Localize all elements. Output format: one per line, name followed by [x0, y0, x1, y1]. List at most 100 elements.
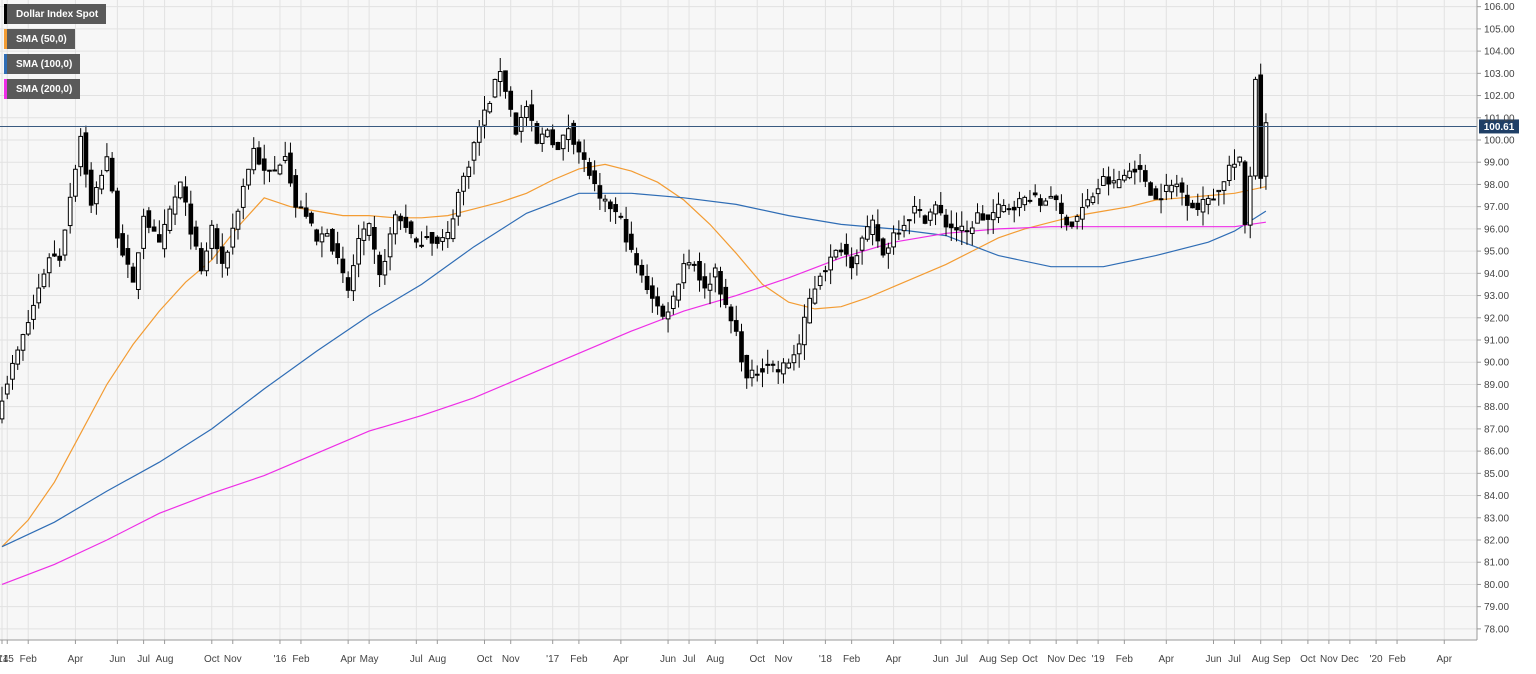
candle-body: [497, 71, 503, 83]
candle-body: [1132, 168, 1138, 173]
candle-body: [555, 141, 561, 151]
x-tick-label: Nov: [224, 654, 242, 665]
candle-body: [104, 156, 110, 172]
candle-body: [623, 218, 629, 243]
candle-body: [812, 288, 818, 304]
candle-body: [744, 354, 750, 379]
x-tick-label: May: [360, 654, 379, 665]
y-tick-label: 105.00: [1484, 24, 1515, 35]
candle-body: [1226, 164, 1232, 182]
candle-body: [214, 228, 220, 250]
candle-body: [906, 219, 912, 222]
x-tick-label: Jul: [955, 654, 968, 665]
sma-line: [1, 192, 1267, 548]
candle-body: [204, 250, 209, 272]
candle-body: [927, 211, 933, 221]
legend-item-dollar-index[interactable]: Dollar Index Spot: [4, 4, 107, 24]
candle-body: [891, 232, 896, 248]
candle-body: [261, 158, 267, 171]
x-tick-label: Sep: [1273, 654, 1291, 665]
candle-body: [597, 185, 603, 199]
x-tick-label: Nov: [1047, 654, 1065, 665]
x-tick-label: Apr: [886, 654, 902, 665]
x-tick-label: Jun: [660, 654, 676, 665]
candle-body: [1195, 202, 1201, 210]
y-tick-label: 88.00: [1484, 402, 1509, 413]
candle-body: [896, 232, 902, 235]
x-tick-label: Oct: [204, 654, 220, 665]
x-tick-label: Apr: [613, 654, 629, 665]
legend-item-sma-200[interactable]: SMA (200,0): [4, 79, 81, 99]
candle-body: [529, 104, 535, 121]
candle-body: [1148, 182, 1153, 196]
x-tick-label: Aug: [979, 654, 997, 665]
candle-body: [130, 266, 136, 283]
sma-line: [1, 221, 1266, 585]
candle-body: [403, 216, 409, 228]
candle-body: [471, 142, 477, 161]
candle-body: [707, 283, 713, 291]
candle-body: [1221, 181, 1227, 191]
candle-body: [775, 369, 781, 373]
candle-body: [141, 215, 146, 249]
x-tick-label: Oct: [749, 654, 765, 665]
candle-body: [246, 168, 251, 186]
x-tick-label: '17: [546, 654, 559, 665]
candle-body: [996, 203, 1001, 218]
y-tick-label: 80.00: [1484, 580, 1509, 591]
y-tick-label: 97.00: [1484, 202, 1509, 213]
candle-body: [167, 208, 173, 231]
candle-body: [786, 362, 792, 369]
candle-body: [539, 133, 545, 144]
candle-body: [398, 215, 403, 222]
legend-swatch: [4, 4, 7, 24]
candle-body: [560, 134, 566, 150]
candle-body: [550, 129, 556, 146]
y-tick-label: 83.00: [1484, 513, 1509, 524]
candle-body: [219, 246, 225, 264]
candle-body: [193, 226, 199, 247]
candle-body: [681, 263, 687, 284]
x-tick-label: '18: [819, 654, 832, 665]
candle-body: [1048, 195, 1054, 199]
candle-body: [629, 233, 634, 250]
candle-body: [36, 287, 42, 304]
candle-body: [492, 78, 498, 98]
candle-body: [1169, 184, 1174, 193]
candle-body: [319, 233, 325, 243]
candle-body: [115, 190, 120, 239]
candle-body: [225, 251, 230, 269]
candle-body: [198, 248, 204, 272]
candle-body: [524, 106, 529, 119]
candle-body: [718, 271, 723, 295]
candle-body: [980, 213, 986, 221]
x-tick-label: Oct: [1022, 654, 1038, 665]
candle-body: [702, 276, 708, 289]
candle-body: [487, 102, 493, 113]
candle-body: [566, 128, 571, 141]
candle-body: [340, 258, 346, 274]
candle-body: [83, 132, 89, 175]
candle-body: [712, 267, 718, 278]
legend-item-sma-100[interactable]: SMA (100,0): [4, 54, 81, 74]
x-tick-label: '16: [273, 654, 286, 665]
candle-body: [1080, 206, 1085, 220]
y-tick-label: 102.00: [1484, 91, 1515, 102]
candle-body: [781, 362, 786, 375]
x-tick-label: Nov: [1320, 654, 1338, 665]
x-tick-label: Jul: [683, 654, 696, 665]
candle-body: [733, 320, 739, 332]
candle-body: [1200, 198, 1206, 213]
x-tick-label: Nov: [775, 654, 793, 665]
y-tick-label: 79.00: [1484, 602, 1509, 613]
candle-body: [1137, 165, 1143, 170]
legend-item-sma-50[interactable]: SMA (50,0): [4, 29, 75, 49]
candle-body: [917, 209, 923, 212]
candle-body: [1174, 183, 1180, 188]
candle-body: [644, 275, 650, 291]
candle-body: [859, 237, 865, 251]
candle-body: [503, 70, 508, 92]
candle-body: [676, 283, 681, 301]
candle-body: [1190, 202, 1195, 209]
candle-body: [73, 168, 78, 197]
